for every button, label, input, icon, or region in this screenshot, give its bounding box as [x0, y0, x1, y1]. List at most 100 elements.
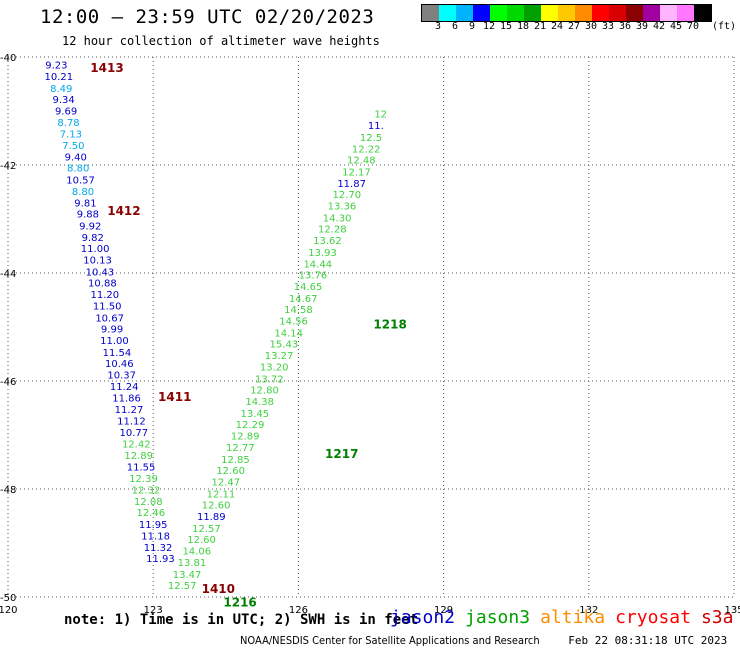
- wave-height-value: 12.32: [132, 486, 161, 497]
- wave-height-value: 11.00: [81, 244, 110, 255]
- wave-height-value: 12.22: [352, 144, 381, 155]
- wave-height-value: 11.93: [146, 554, 175, 565]
- color-scale-label: 12: [482, 21, 496, 32]
- wave-height-value: 12.48: [347, 156, 376, 167]
- wave-height-value: 8.80: [67, 164, 89, 175]
- wave-height-value: 10.88: [88, 279, 117, 290]
- wave-height-value: 9.81: [74, 198, 96, 209]
- footer-source: NOAA/NESDIS Center for Satellite Applica…: [240, 634, 540, 647]
- wave-height-value: 12.39: [129, 474, 158, 485]
- wave-height-value: 14.67: [289, 294, 318, 305]
- wave-height-value: 13.36: [328, 202, 357, 213]
- wave-height-value: 13.27: [265, 351, 294, 362]
- color-swatch: [694, 5, 711, 21]
- wave-height-value: 13.76: [299, 271, 328, 282]
- wave-height-value: 12.57: [192, 524, 221, 535]
- color-scale-label: 6: [451, 21, 459, 32]
- wave-height-value: 9.88: [77, 210, 99, 221]
- color-scale-bar: [421, 4, 712, 22]
- wave-height-value: 12.42: [122, 440, 151, 451]
- wave-height-value: 13.45: [241, 409, 270, 420]
- color-swatch: [575, 5, 592, 21]
- wave-height-value: 11.55: [127, 462, 156, 473]
- wave-height-value: 14.14: [274, 328, 303, 339]
- color-scale-label: 36: [618, 21, 632, 32]
- track-label: 1411: [158, 390, 191, 404]
- wave-height-value: 13.62: [313, 236, 342, 247]
- wave-height-value: 12.89: [124, 451, 153, 462]
- satellite-legend-item: jason3: [465, 607, 531, 628]
- wave-height-value: 11.32: [144, 543, 173, 554]
- wave-height-value: 11.95: [139, 520, 168, 531]
- wave-height-value: 10.43: [86, 267, 115, 278]
- wave-height-value: 11.: [368, 121, 384, 132]
- wave-height-value: 12.46: [136, 508, 165, 519]
- track-label: 1413: [90, 61, 123, 75]
- footer-timestamp: Feb 22 08:31:18 UTC 2023: [568, 634, 728, 647]
- color-swatch: [507, 5, 524, 21]
- satellite-legend-item: altika: [540, 607, 606, 628]
- wave-height-value: 12.29: [236, 420, 265, 431]
- color-swatch: [541, 5, 558, 21]
- page-title: 12:00 – 23:59 UTC 02/20/2023: [40, 6, 375, 28]
- wave-height-value: 9.99: [101, 325, 123, 336]
- color-swatch: [524, 5, 541, 21]
- y-tick-label: -48: [0, 485, 16, 496]
- wave-height-value: 13.81: [178, 558, 207, 569]
- satellite-legend: jason2 jason3 altika cryosat s3a: [390, 607, 733, 628]
- wave-height-value: 12.60: [202, 501, 231, 512]
- wave-height-value: 10.57: [66, 176, 95, 187]
- track-label: 1216: [223, 595, 256, 609]
- y-tick-label: -40: [0, 53, 16, 64]
- wave-height-value: 11.86: [112, 394, 141, 405]
- wave-height-value: 14.56: [279, 317, 308, 328]
- page-subtitle: 12 hour collection of altimeter wave hei…: [62, 34, 380, 48]
- color-swatch: [660, 5, 677, 21]
- wave-height-value: 10.46: [105, 359, 134, 370]
- wave-height-value: 12.5: [360, 133, 382, 144]
- wave-height-value: 12.57: [168, 581, 197, 592]
- color-scale-label: 27: [567, 21, 581, 32]
- color-scale-label: 30: [584, 21, 598, 32]
- wave-height-value: 12.80: [250, 386, 279, 397]
- wave-height-value: 11.50: [93, 301, 122, 312]
- color-swatch: [490, 5, 507, 21]
- color-scale-label: 33: [601, 21, 615, 32]
- wave-height-value: 8.49: [50, 84, 72, 95]
- color-scale-label: 3: [434, 21, 442, 32]
- wave-height-value: 9.69: [55, 106, 77, 117]
- wave-height-value: 13.72: [255, 374, 284, 385]
- color-scale-label: 24: [550, 21, 564, 32]
- color-scale-labels: 3 6 9 12 15 18 21 24 27 30 33 36 39 42 45 70: [421, 21, 740, 35]
- wave-height-value: 12.77: [226, 443, 255, 454]
- wave-height-value: 10.13: [83, 256, 112, 267]
- wave-height-value: 12.60: [187, 535, 216, 546]
- color-swatch: [473, 5, 490, 21]
- color-swatch: [592, 5, 609, 21]
- footer: NOAA/NESDIS Center for Satellite Applica…: [240, 634, 727, 647]
- color-swatch: [422, 5, 439, 21]
- color-swatch: [643, 5, 660, 21]
- y-tick-label: -44: [0, 269, 16, 280]
- wave-height-value: 14.58: [284, 305, 313, 316]
- wave-height-value: 11.20: [90, 290, 119, 301]
- wave-height-value: 14.06: [182, 547, 211, 558]
- wave-height-value: 11.12: [117, 416, 146, 427]
- satellite-legend-item: s3a: [700, 607, 734, 628]
- color-swatch: [677, 5, 694, 21]
- wave-height-value: 9.23: [45, 61, 67, 72]
- color-scale-label: 9: [468, 21, 476, 32]
- color-swatch: [626, 5, 643, 21]
- wave-height-value: 11.24: [110, 382, 139, 393]
- wave-height-value: 12.47: [211, 477, 240, 488]
- x-tick-label: 129: [434, 605, 453, 616]
- note-text: note: 1) Time is in UTC; 2) SWH is in fe…: [64, 612, 419, 628]
- wave-height-value: 11.18: [141, 531, 170, 542]
- wave-height-value: 8.80: [72, 187, 94, 198]
- wave-height-value: 13.47: [173, 570, 202, 581]
- color-scale-label: 42: [652, 21, 666, 32]
- wave-height-value: 12.85: [221, 455, 250, 466]
- wave-height-value: 14.44: [303, 259, 332, 270]
- wave-height-value: 10.37: [107, 371, 136, 382]
- color-scale-label: 21: [533, 21, 547, 32]
